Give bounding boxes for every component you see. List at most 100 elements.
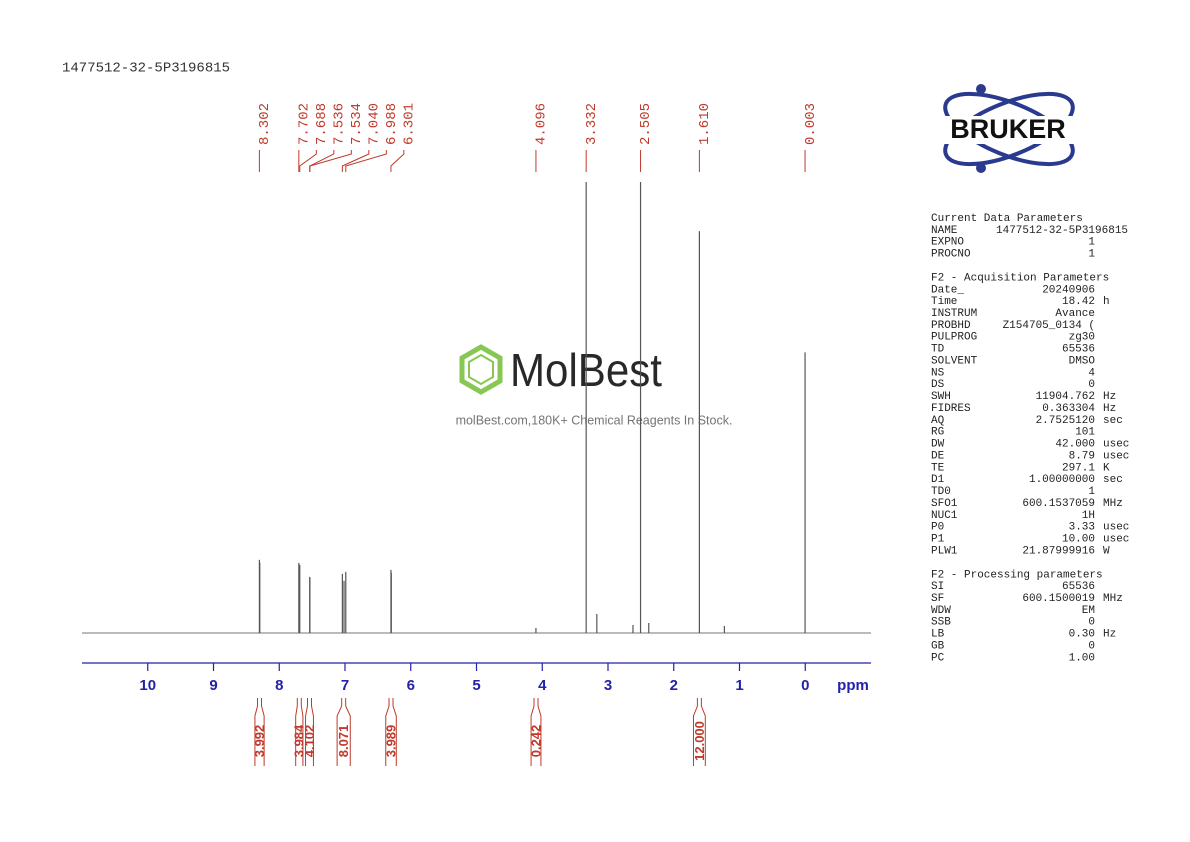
parameter-unit: sec (1103, 474, 1123, 486)
parameter-name: P0 (931, 522, 944, 534)
parameter-value: 1477512-32-5P3196815 (996, 225, 1128, 237)
parameter-value: DMSO (1069, 355, 1096, 367)
parameter-unit: W (1103, 545, 1110, 557)
parameter-name: AQ (931, 415, 945, 427)
peak-label: 7.534 (349, 103, 365, 145)
watermark-icon (459, 344, 503, 395)
parameter-unit: usec (1103, 534, 1129, 546)
parameter-name: FIDRES (931, 403, 971, 415)
parameter-heading: F2 - Processing parameters (931, 569, 1103, 581)
parameter-name: DE (931, 450, 945, 462)
parameter-name: RG (931, 427, 944, 439)
parameter-name: PROCNO (931, 249, 971, 261)
parameter-heading: Current Data Parameters (931, 213, 1083, 225)
parameter-value: 3.33 (1069, 522, 1095, 534)
parameter-value: Z154705_0134 ( (1003, 320, 1095, 332)
parameter-unit: Hz (1103, 403, 1116, 415)
integral-label: 0.242 (528, 725, 543, 758)
parameter-unit: h (1103, 296, 1110, 308)
parameter-unit: MHz (1103, 498, 1123, 510)
peak-label: 3.332 (584, 103, 600, 145)
parameter-unit: Hz (1103, 629, 1116, 641)
peak-label: 7.040 (367, 103, 383, 145)
parameter-name: SI (931, 581, 944, 593)
parameter-unit: K (1103, 462, 1110, 474)
parameter-name: PLW1 (931, 545, 958, 557)
peak-label: 8.302 (257, 103, 273, 145)
integral-label: 8.071 (336, 725, 351, 758)
parameter-value: 11904.762 (1036, 391, 1095, 403)
x-axis-label: ppm (837, 677, 869, 694)
parameter-name: D1 (931, 474, 945, 486)
parameter-name: TD0 (931, 486, 951, 498)
parameter-unit: usec (1103, 439, 1129, 451)
x-tick-label: 10 (139, 677, 156, 694)
parameter-name: DW (931, 439, 945, 451)
parameter-unit: Hz (1103, 391, 1116, 403)
parameter-value: 65536 (1062, 344, 1095, 356)
integral-label: 3.992 (252, 725, 267, 758)
electron (976, 163, 986, 173)
parameter-value: 1.00 (1069, 652, 1095, 664)
parameter-value: 1.00000000 (1029, 474, 1095, 486)
parameter-value: 1 (1088, 249, 1095, 261)
parameter-value: 18.42 (1062, 296, 1095, 308)
parameter-name: NAME (931, 225, 958, 237)
peak-label: 6.988 (384, 103, 400, 145)
peak-label: 6.301 (402, 103, 418, 145)
peak-leader (309, 150, 352, 172)
parameter-name: SOLVENT (931, 355, 978, 367)
parameter-value: 8.79 (1069, 450, 1095, 462)
parameter-value: 20240906 (1042, 284, 1095, 296)
integral-bracket (692, 698, 706, 766)
x-tick-label: 2 (670, 677, 678, 694)
watermark-tagline: molBest.com,180K+ Chemical Reagents In S… (456, 413, 733, 427)
parameter-value: 4 (1088, 367, 1095, 379)
integral-label: 12.000 (692, 721, 707, 761)
parameter-value: zg30 (1069, 332, 1095, 344)
parameter-value: 600.1537059 (1022, 498, 1095, 510)
parameter-value: EM (1082, 605, 1095, 617)
integral-bracket (336, 698, 351, 766)
x-tick-label: 7 (341, 677, 349, 694)
electron (976, 84, 986, 94)
integral-bracket (305, 698, 314, 766)
x-tick-label: 8 (275, 677, 283, 694)
integral-bracket (254, 698, 265, 766)
peak-label: 7.536 (332, 103, 348, 145)
parameter-unit: usec (1103, 522, 1129, 534)
parameter-value: 21.87999916 (1022, 545, 1095, 557)
integral-label: 3.984 (292, 724, 307, 757)
parameter-name: SSB (931, 617, 951, 629)
parameter-name: SFO1 (931, 498, 958, 510)
peak-leader (299, 150, 317, 172)
parameter-name: SWH (931, 391, 951, 403)
parameter-name: PC (931, 652, 945, 664)
peak-leader (341, 150, 370, 172)
parameter-value: 0.363304 (1042, 403, 1095, 415)
peak-label: 0.003 (803, 103, 819, 145)
parameter-name: Date_ (931, 284, 964, 296)
peak-label: 1.610 (697, 103, 713, 145)
parameter-name: LB (931, 629, 945, 641)
parameter-unit: usec (1103, 450, 1129, 462)
parameter-name: P1 (931, 534, 945, 546)
parameter-name: GB (931, 640, 945, 652)
x-tick-label: 9 (209, 677, 217, 694)
parameter-heading: F2 - Acquisition Parameters (931, 272, 1109, 284)
peak-label: 4.096 (534, 103, 550, 145)
spectrum-title: 1477512-32-5P3196815 (62, 61, 230, 77)
x-tick-label: 0 (801, 677, 809, 694)
parameter-name: PROBHD (931, 320, 971, 332)
x-tick-label: 6 (407, 677, 415, 694)
parameter-value: 2.7525120 (1036, 415, 1095, 427)
parameter-name: NS (931, 367, 945, 379)
orbit (943, 91, 1075, 167)
logo-text: BRUKER (950, 114, 1066, 144)
peak-label: 7.702 (297, 103, 313, 145)
peak-leader (345, 150, 387, 172)
parameter-value: 10.00 (1062, 534, 1095, 546)
parameter-name: DS (931, 379, 945, 391)
x-tick-label: 4 (538, 677, 547, 694)
